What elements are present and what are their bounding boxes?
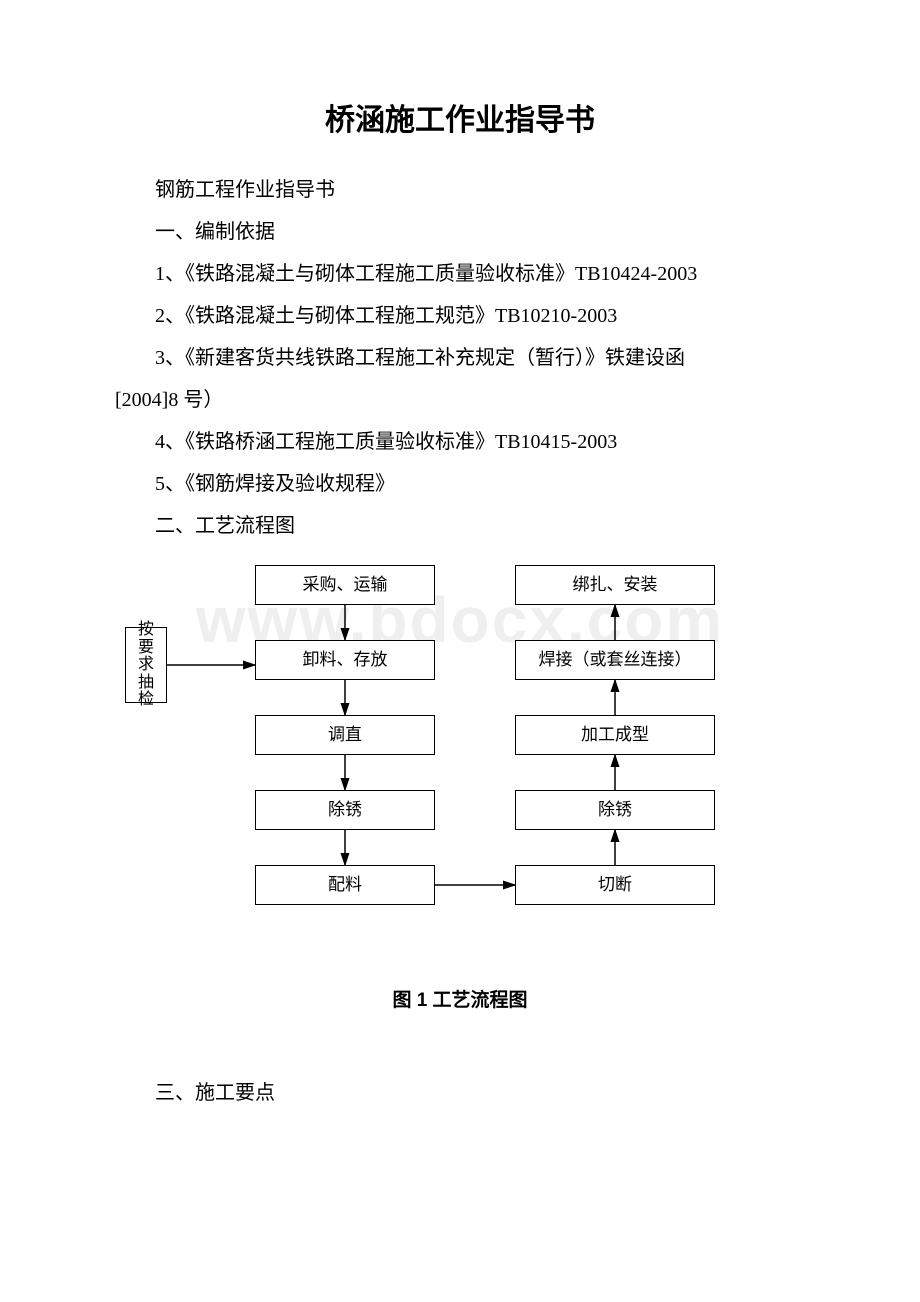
para-item-5: 5、《钢筋焊接及验收规程》 — [115, 463, 805, 505]
flowchart-node-R1: 焊接（或套丝连接） — [515, 640, 715, 680]
doc-title: 桥涵施工作业指导书 — [115, 95, 805, 139]
flowchart-node-L1: 卸料、存放 — [255, 640, 435, 680]
para-section-2: 二、工艺流程图 — [115, 505, 805, 547]
figure-caption: 图 1 工艺流程图 — [115, 985, 805, 1012]
flowchart-node-L3: 除锈 — [255, 790, 435, 830]
para-subtitle: 钢筋工程作业指导书 — [115, 169, 805, 211]
flowchart-arrows — [115, 555, 805, 975]
para-item-4: 4、《铁路桥涵工程施工质量验收标准》TB10415-2003 — [115, 421, 805, 463]
flowchart-node-L2: 调直 — [255, 715, 435, 755]
flowchart-node-R0: 绑扎、安装 — [515, 565, 715, 605]
flowchart-node-R4: 切断 — [515, 865, 715, 905]
flowchart-node-L4: 配料 — [255, 865, 435, 905]
flowchart-node-L0: 采购、运输 — [255, 565, 435, 605]
para-item-2: 2、《铁路混凝土与砌体工程施工规范》TB10210-2003 — [115, 295, 805, 337]
flowchart-node-side: 按要求抽检 — [125, 627, 167, 703]
para-item-3a: 3、《新建客货共线铁路工程施工补充规定（暂行）》铁建设函 — [115, 337, 805, 379]
para-section-3: 三、施工要点 — [115, 1072, 805, 1114]
flowchart: www.bdocx.com 按要求抽检采购、运输卸料、存放调直除锈配料绑扎、安装… — [115, 555, 805, 975]
flowchart-node-R2: 加工成型 — [515, 715, 715, 755]
para-section-1: 一、编制依据 — [115, 211, 805, 253]
para-item-3b: [2004]8 号） — [115, 379, 805, 421]
flowchart-node-R3: 除锈 — [515, 790, 715, 830]
para-item-1: 1、《铁路混凝土与砌体工程施工质量验收标准》TB10424-2003 — [115, 253, 805, 295]
